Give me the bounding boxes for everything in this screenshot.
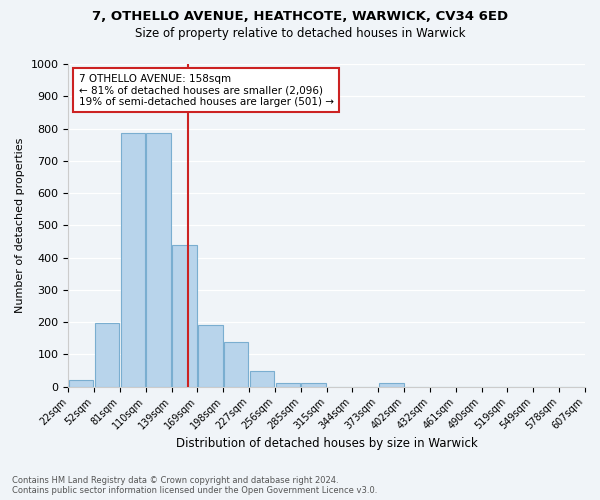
- Bar: [69, 380, 94, 386]
- Bar: [379, 384, 404, 386]
- Bar: [301, 384, 326, 386]
- Bar: [146, 134, 171, 386]
- Bar: [172, 244, 197, 386]
- Text: Size of property relative to detached houses in Warwick: Size of property relative to detached ho…: [135, 28, 465, 40]
- Bar: [250, 371, 274, 386]
- Text: 7, OTHELLO AVENUE, HEATHCOTE, WARWICK, CV34 6ED: 7, OTHELLO AVENUE, HEATHCOTE, WARWICK, C…: [92, 10, 508, 23]
- Bar: [198, 325, 223, 386]
- Y-axis label: Number of detached properties: Number of detached properties: [15, 138, 25, 313]
- Text: 7 OTHELLO AVENUE: 158sqm
← 81% of detached houses are smaller (2,096)
19% of sem: 7 OTHELLO AVENUE: 158sqm ← 81% of detach…: [79, 74, 334, 107]
- Bar: [275, 382, 300, 386]
- X-axis label: Distribution of detached houses by size in Warwick: Distribution of detached houses by size …: [176, 437, 478, 450]
- Bar: [224, 342, 248, 386]
- Bar: [95, 324, 119, 386]
- Bar: [121, 134, 145, 386]
- Text: Contains HM Land Registry data © Crown copyright and database right 2024.
Contai: Contains HM Land Registry data © Crown c…: [12, 476, 377, 495]
